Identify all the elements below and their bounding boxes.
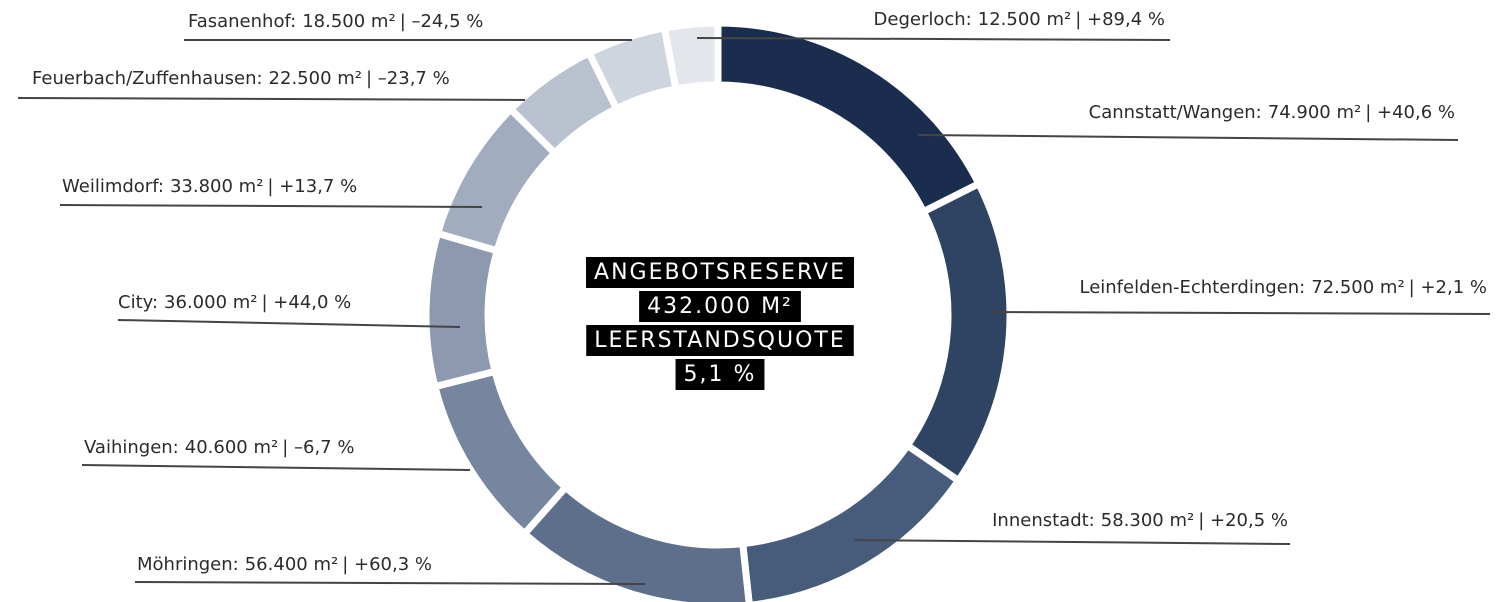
donut-segment <box>738 440 964 602</box>
leader-line <box>696 37 1171 41</box>
leader-line <box>81 464 471 471</box>
category-label: Möhringen: <box>137 554 239 575</box>
value-label: 56.400 m² <box>245 554 338 575</box>
segment-label: City: 36.000 m² | +44,0 % <box>118 292 351 313</box>
category-label: Innenstadt: <box>992 510 1095 531</box>
change-label: | +13,7 % <box>267 176 357 197</box>
category-label: City: <box>118 292 158 313</box>
center-bg <box>586 257 854 288</box>
segment-label: Fasanenhof: 18.500 m² | –24,5 % <box>188 11 483 32</box>
change-label: | –23,7 % <box>366 68 450 89</box>
value-label: 74.900 m² <box>1268 102 1361 123</box>
value-label: 22.500 m² <box>269 68 362 89</box>
center-line: 432.000 M² <box>647 294 793 319</box>
category-label: Feuerbach/Zuffenhausen: <box>32 68 263 89</box>
change-label: | –6,7 % <box>282 437 354 458</box>
category-label: Degerloch: <box>874 9 972 30</box>
category-label: Cannstatt/Wangen: <box>1089 102 1262 123</box>
segment-label: Cannstatt/Wangen: 74.900 m² | +40,6 % <box>1089 102 1455 123</box>
leader-line <box>134 581 646 585</box>
leader-line <box>59 204 483 208</box>
donut-segment <box>714 19 984 217</box>
center-bg <box>639 291 801 322</box>
donut-segment <box>660 19 722 93</box>
change-label: | +60,3 % <box>342 554 432 575</box>
change-label: | +44,0 % <box>262 292 352 313</box>
value-label: 40.600 m² <box>185 437 278 458</box>
category-label: Fasanenhof: <box>188 11 296 32</box>
segment-label: Möhringen: 56.400 m² | +60,3 % <box>137 554 432 575</box>
leader-line <box>117 319 461 328</box>
leader-line <box>854 539 1291 545</box>
center-box: ANGEBOTSRESERVE 432.000 M² LEERSTANDSQUO… <box>586 257 854 390</box>
segment-label: Weilimdorf: 33.800 m² | +13,7 % <box>62 176 357 197</box>
center-line: 5,1 % <box>684 362 757 387</box>
leader-line <box>989 311 1491 315</box>
category-label: Vaihingen: <box>84 437 179 458</box>
value-label: 72.500 m² <box>1311 277 1404 298</box>
change-label: | –24,5 % <box>400 11 484 32</box>
donut-segment <box>422 229 502 391</box>
segment-label: Degerloch: 12.500 m² | +89,4 % <box>874 9 1165 30</box>
segment-label: Leinfelden-Echterdingen: 72.500 m² | +2,1 … <box>1079 277 1487 298</box>
leader-line <box>17 97 526 101</box>
segment-label: Feuerbach/Zuffenhausen: 22.500 m² | –23,7 … <box>32 68 450 89</box>
value-label: 12.500 m² <box>978 9 1071 30</box>
segment-label: Innenstadt: 58.300 m² | +20,5 % <box>992 510 1288 531</box>
change-label: | +20,5 % <box>1198 510 1288 531</box>
value-label: 36.000 m² <box>164 292 257 313</box>
donut-segment <box>430 367 571 539</box>
center-bg <box>586 325 854 356</box>
center-bg <box>675 359 765 390</box>
change-label: | +40,6 % <box>1365 102 1455 123</box>
donut-segment <box>902 179 1014 486</box>
change-label: | +2,1 % <box>1409 277 1487 298</box>
value-label: 33.800 m² <box>170 176 263 197</box>
center-line: LEERSTANDSQUOTE <box>594 328 846 353</box>
value-label: 18.500 m² <box>302 11 395 32</box>
category-label: Leinfelden-Echterdingen: <box>1079 277 1305 298</box>
center-line: ANGEBOTSRESERVE <box>594 260 846 285</box>
category-label: Weilimdorf: <box>62 176 164 197</box>
segment-label: Vaihingen: 40.600 m² | –6,7 % <box>84 437 354 458</box>
change-label: | +89,4 % <box>1075 9 1165 30</box>
leader-line <box>917 134 1459 141</box>
value-label: 58.300 m² <box>1101 510 1194 531</box>
